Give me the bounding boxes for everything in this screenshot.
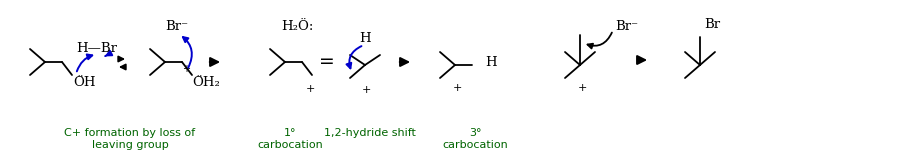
Text: H: H bbox=[485, 57, 497, 70]
Text: 1°
carbocation: 1° carbocation bbox=[257, 128, 323, 150]
Text: 3°
carbocation: 3° carbocation bbox=[442, 128, 508, 150]
Text: H₂Ö:: H₂Ö: bbox=[281, 21, 313, 33]
Text: +: + bbox=[578, 83, 587, 93]
Text: +: + bbox=[452, 83, 462, 93]
Text: 1,2-hydride shift: 1,2-hydride shift bbox=[324, 128, 416, 138]
Text: H: H bbox=[359, 32, 370, 46]
Text: ÖH: ÖH bbox=[73, 76, 95, 89]
Text: +: + bbox=[182, 64, 190, 74]
Text: ÖH₂: ÖH₂ bbox=[192, 76, 220, 89]
Text: +: + bbox=[305, 84, 315, 94]
Text: C+ formation by loss of
leaving group: C+ formation by loss of leaving group bbox=[65, 128, 196, 150]
Text: +: + bbox=[361, 85, 370, 95]
Text: =: = bbox=[319, 52, 335, 71]
Text: Br⁻: Br⁻ bbox=[615, 21, 638, 33]
Text: H—Br: H—Br bbox=[76, 41, 118, 54]
Text: Br: Br bbox=[704, 19, 720, 32]
Text: Br⁻: Br⁻ bbox=[165, 21, 188, 33]
